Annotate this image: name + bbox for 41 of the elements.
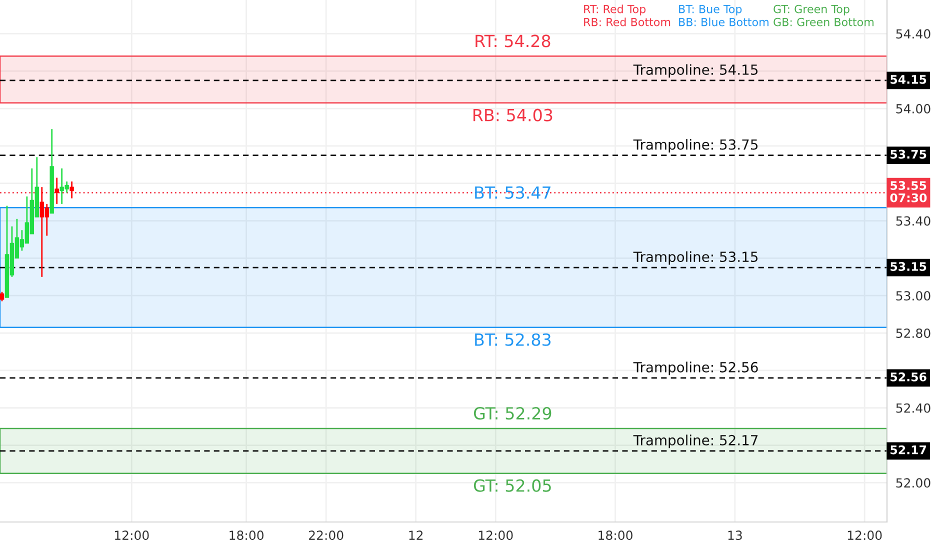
annotation: GT: Green Top [774, 4, 850, 16]
annotation: RB: Red Bottom [584, 18, 670, 26]
y-tick-label: 53.00 [896, 291, 930, 301]
x-tick-label: 12:00 [114, 530, 149, 540]
annotation: 53.15 [890, 262, 926, 271]
annotation: GT: 52.05 [474, 479, 551, 492]
x-tick-label: 18:00 [598, 530, 632, 540]
y-tick-label: 52.40 [896, 403, 930, 413]
annotation: GB: Green Bottom [774, 18, 874, 26]
y-tick-label: 53.40 [896, 216, 930, 226]
annotation: 54.15 [890, 75, 926, 84]
x-tick-label: 12 [409, 530, 423, 540]
ref-line-label: Trampoline: 52.17 [633, 434, 758, 448]
annotation: 52.56 [890, 372, 926, 382]
candlestick [0, 291, 4, 302]
x-tick-label: 18:00 [230, 530, 264, 540]
annotation: BB: Blue Bottom [679, 18, 768, 26]
annotation: 52.17 [890, 445, 926, 454]
y-tick-label: 52.00 [896, 478, 930, 488]
candlestick [70, 180, 74, 200]
annotation: 53.75 [890, 150, 926, 159]
y-tick-label: 52.80 [896, 328, 930, 338]
ref-line-label: Trampoline: 52.56 [633, 362, 758, 376]
ref-line-label: Trampoline: 53.75 [633, 139, 758, 152]
annotation: BT: Bue Top [679, 4, 742, 16]
annotation: BT: 52.83 [475, 333, 551, 346]
ref-line-label: Trampoline: 53.15 [633, 251, 758, 265]
ref-line-label: Trampoline: 54.15 [633, 64, 758, 78]
annotation: RT: Red Top [584, 4, 646, 16]
x-tick-label: 13 [728, 530, 742, 540]
x-tick-label: 12:00 [478, 530, 513, 540]
annotation: GT: 52.29 [474, 407, 552, 420]
y-tick-label: 54.40 [896, 29, 930, 39]
annotation: 53.55 07:30 [890, 181, 927, 202]
x-tick-label: 22:00 [308, 530, 344, 540]
candlestick [54, 177, 59, 205]
annotation: RT: 54.28 [476, 34, 550, 48]
annotation: RB: 54.03 [474, 108, 552, 122]
x-tick-label: 12:00 [848, 530, 882, 540]
y-tick-label: 54.00 [896, 104, 930, 114]
annotation: BT: 53.47 [475, 186, 550, 199]
